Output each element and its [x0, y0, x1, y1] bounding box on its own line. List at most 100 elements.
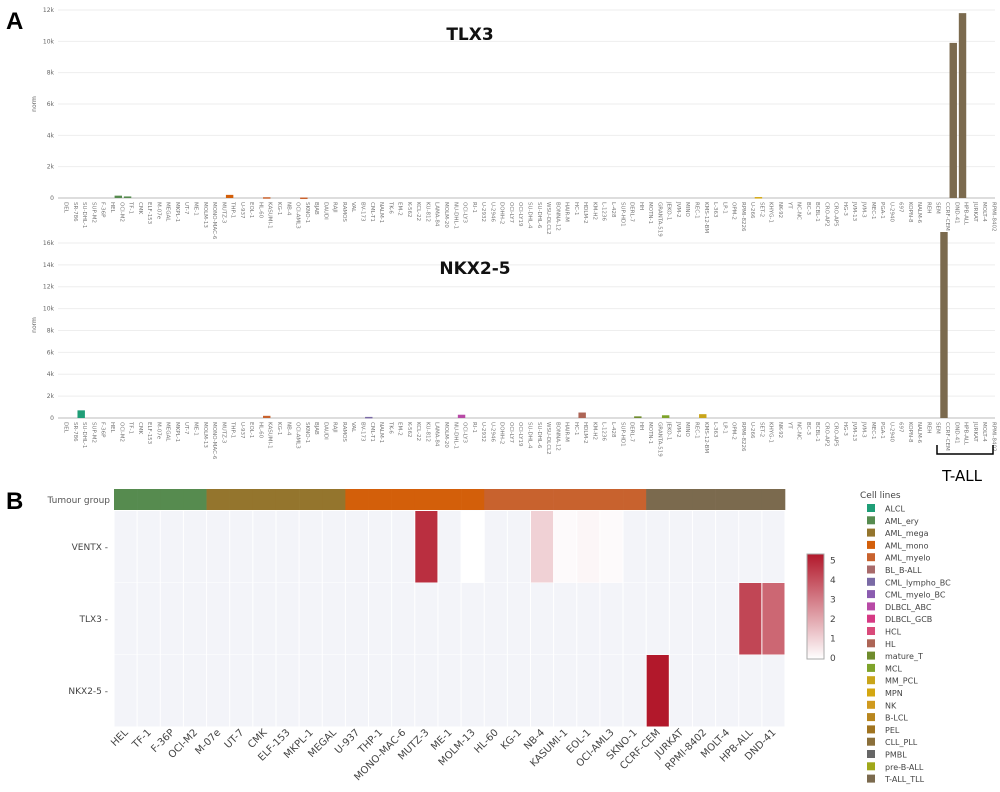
legend-swatch-AML_mega: [867, 528, 875, 537]
x-tick-label: OCI-AML3: [295, 422, 301, 449]
legend-label: PMBL: [885, 751, 907, 760]
x-tick-label: CMK: [137, 422, 143, 435]
x-tick-label: SET-2: [758, 422, 764, 437]
x-tick-label: DND-41: [953, 202, 959, 224]
x-tick-label: HH: [638, 422, 644, 430]
bar-OCI-M2: [114, 195, 123, 198]
tumour-group-cell-JURKAT: [669, 489, 693, 510]
bar-KMS-12-BM: [699, 414, 707, 418]
row-label: NKX2-5 -: [68, 687, 108, 697]
x-tick-label: KCL-22: [415, 422, 421, 441]
x-tick-label: F-36P: [100, 422, 106, 438]
heatmap-cell-VENTX-ELF-153: [276, 511, 299, 583]
x-tick-label: HC-1: [573, 422, 579, 435]
legend-label: PEL: [885, 726, 900, 735]
legend-label: CML_lympho_BC: [885, 578, 951, 587]
x-tick-label: JVM-2: [675, 201, 681, 218]
x-tick-label: SU-DHL-6: [536, 202, 542, 229]
x-tick-label: L-428: [610, 422, 616, 438]
heatmap-cell-TLX3-ME-1: [438, 583, 461, 655]
heatmap-cell-TLX3-U-937: [345, 583, 369, 655]
legend-swatch-AML_mono: [867, 540, 875, 549]
x-tick-label: NU-DHL-1: [452, 202, 458, 229]
x-tick-label: TF-1: [128, 201, 134, 214]
x-tick-label: THP-1: [230, 201, 236, 218]
x-tick-label: ELF-153: [146, 422, 152, 445]
heatmap-cell-TLX3-M-07e: [207, 583, 230, 655]
bar-KASUMI-1: [263, 415, 271, 418]
x-tick-label: KASUMI-1: [267, 422, 273, 449]
legend-label: ALCL: [885, 505, 906, 514]
x-tick-label: ELF-153: [146, 202, 152, 225]
legend-label: MPN: [885, 689, 903, 698]
x-tick-label: KG-1: [276, 202, 282, 215]
x-tick-label: DAUDI: [322, 202, 328, 220]
x-tick-label: RI-1: [471, 202, 477, 213]
heatmap-cell-TLX3-HL-60: [484, 583, 507, 655]
heatmap-cell-VENTX-UT-7: [230, 511, 253, 583]
tumour-group-cell-MEGAL: [322, 489, 346, 510]
x-tick-label: MOLT-4: [981, 422, 987, 442]
x-tick-label: RAMOS: [341, 202, 347, 222]
x-tick-label: K-562: [406, 422, 412, 438]
heatmap-cell-VENTX-EOL-1: [577, 511, 600, 583]
x-tick-label: U-2946: [489, 202, 495, 223]
heatmap-cell-NKX2-5-HEL: [114, 655, 137, 727]
heatmap-cell-VENTX-MEGAL: [322, 511, 345, 583]
legend-label: MCL: [885, 664, 902, 673]
x-tick-label: UT-7: [183, 202, 189, 215]
legend-label: DLBCL_GCB: [885, 615, 932, 624]
x-tick-label: WSU-DLCL2: [545, 422, 551, 455]
legend-swatch-AML_myelo: [867, 553, 875, 562]
x-tick-label: REH: [925, 422, 931, 433]
x-tick-label: SKNO-1: [304, 422, 310, 443]
tumour-group-cell-HPB-ALL: [738, 489, 763, 510]
x-tick-label: HDLM-2: [582, 202, 588, 224]
x-tick-label: SU-DHL-6: [536, 422, 542, 449]
x-tick-label: U-266: [749, 422, 755, 439]
heatmap-cell-NKX2-5-MOLT-4: [716, 655, 739, 727]
legend-label: AML_mono: [885, 541, 929, 550]
x-tick-label: OPM-2: [731, 422, 737, 440]
x-tick-label: OPM-2: [731, 202, 737, 220]
x-tick-label: HEL: [109, 202, 115, 214]
legend-swatch-DLBCL_GCB: [867, 614, 875, 623]
colorbar-tick: 1: [830, 635, 836, 645]
x-tick-label: RAMOS: [341, 422, 347, 442]
x-tick-label: BCBL-1: [814, 422, 820, 442]
x-tick-label: HL-60: [257, 202, 263, 219]
x-tick-label: MOLM-13: [202, 422, 208, 448]
x-tick-label: L-1236: [601, 202, 607, 221]
x-tick-label: L-363: [712, 202, 718, 218]
heatmap-cell-TLX3-MOLM-13: [461, 583, 484, 655]
column-label: HL-60: [472, 727, 500, 755]
x-tick-label: OCI-LY19: [517, 422, 523, 447]
x-tick-label: SUP-HD1: [619, 202, 625, 227]
y-tick-label: 14k: [43, 262, 55, 269]
heatmap-cell-NKX2-5-HL-60: [484, 655, 507, 727]
heatmap-cell-TLX3-MEGAL: [322, 583, 345, 655]
x-tick-label: JVM-3: [860, 421, 866, 438]
legend-label: HCL: [885, 628, 902, 637]
x-tick-label: GRANTA-519: [656, 202, 662, 237]
x-tick-label: L-363: [712, 422, 718, 438]
x-tick-label: U-937: [239, 422, 245, 439]
x-tick-label: BJAB: [313, 422, 319, 435]
x-tick-label: U-2940: [888, 422, 894, 443]
heatmap-cell-TLX3-HEL: [114, 583, 137, 655]
legend-label: CML_myelo_BC: [885, 591, 946, 600]
heatmap-cell-NKX2-5-MOLM-13: [461, 655, 484, 727]
x-tick-label: 697: [898, 422, 904, 433]
x-tick-label: DERL-7: [629, 422, 635, 442]
panel-label-b: B: [6, 488, 24, 515]
x-tick-label: KU-812: [424, 202, 430, 222]
heatmap-cell-NKX2-5-RPMI-8402: [692, 655, 716, 727]
x-tick-label: LP-1: [721, 202, 727, 214]
legend-label: T-ALL_TLL: [884, 775, 925, 784]
x-tick-label: NB-4: [285, 422, 291, 436]
x-tick-label: F-36P: [100, 202, 106, 218]
legend-swatch-CML_lympho_BC: [867, 577, 875, 586]
x-tick-label: MKPL-1: [174, 202, 180, 222]
tumour-group-cell-DND-41: [761, 489, 786, 510]
x-tick-label: HPB-ALL: [963, 422, 969, 446]
